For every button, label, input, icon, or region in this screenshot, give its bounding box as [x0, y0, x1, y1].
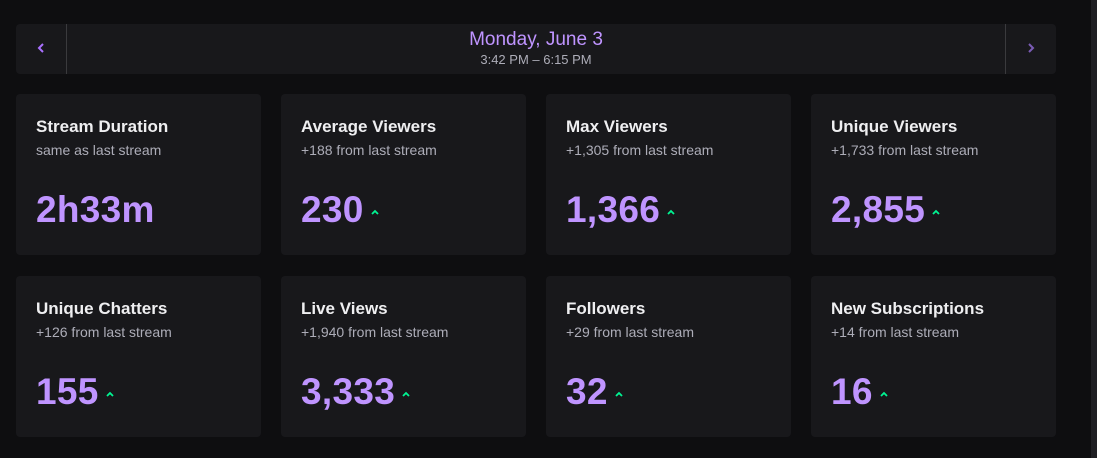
trend-up-icon	[879, 389, 889, 399]
stat-card-stream-duration: Stream Duration same as last stream 2h33…	[16, 94, 261, 255]
stat-title: Max Viewers	[566, 117, 668, 136]
stat-card-average-viewers: Average Viewers +188 from last stream 23…	[281, 94, 526, 255]
stream-time-range: 3:42 PM – 6:15 PM	[480, 51, 592, 67]
stream-date-title: Monday, June 3	[469, 28, 603, 50]
date-navigator: Monday, June 3 3:42 PM – 6:15 PM	[16, 24, 1056, 74]
stats-grid: Stream Duration same as last stream 2h33…	[16, 94, 1056, 437]
stat-comparison: +188 from last stream	[301, 142, 437, 158]
chevron-right-icon	[1027, 40, 1035, 58]
stat-value: 2,855	[831, 189, 926, 230]
stat-title: Average Viewers	[301, 117, 437, 136]
previous-stream-button[interactable]	[16, 24, 67, 74]
stat-title: Live Views	[301, 299, 388, 318]
stat-title: Stream Duration	[36, 117, 169, 136]
stat-card-live-views: Live Views +1,940 from last stream 3,333	[281, 276, 526, 437]
trend-up-icon	[666, 207, 676, 217]
stat-card-unique-chatters: Unique Chatters +126 from last stream 15…	[16, 276, 261, 437]
stat-value: 3,333	[301, 371, 396, 412]
trend-up-icon	[401, 389, 411, 399]
stat-title: Followers	[566, 299, 646, 318]
stat-comparison: same as last stream	[36, 142, 162, 158]
stat-comparison: +126 from last stream	[36, 324, 172, 340]
stat-card-max-viewers: Max Viewers +1,305 from last stream 1,36…	[546, 94, 791, 255]
stat-comparison: +1,733 from last stream	[831, 142, 979, 158]
trend-up-icon	[105, 389, 115, 399]
next-stream-button[interactable]	[1005, 24, 1056, 74]
stat-comparison: +1,305 from last stream	[566, 142, 714, 158]
stat-value: 32	[566, 371, 608, 412]
trend-up-icon	[931, 207, 941, 217]
stat-title: Unique Viewers	[831, 117, 958, 136]
stream-date: Monday, June 3 3:42 PM – 6:15 PM	[67, 24, 1005, 74]
stat-value: 155	[36, 371, 99, 412]
stat-value: 16	[831, 371, 873, 412]
scrollbar-track[interactable]	[1091, 0, 1097, 458]
stat-card-unique-viewers: Unique Viewers +1,733 from last stream 2…	[811, 94, 1056, 255]
stat-comparison: +14 from last stream	[831, 324, 959, 340]
stat-value: 2h33m	[36, 189, 155, 230]
stat-title: Unique Chatters	[36, 299, 168, 318]
trend-up-icon	[370, 207, 380, 217]
stat-comparison: +29 from last stream	[566, 324, 694, 340]
chevron-left-icon	[37, 40, 45, 58]
trend-up-icon	[614, 389, 624, 399]
stat-comparison: +1,940 from last stream	[301, 324, 449, 340]
stat-card-followers: Followers +29 from last stream 32	[546, 276, 791, 437]
stat-title: New Subscriptions	[831, 299, 985, 318]
stat-value: 230	[301, 189, 364, 230]
stat-card-new-subscriptions: New Subscriptions +14 from last stream 1…	[811, 276, 1056, 437]
stat-value: 1,366	[566, 189, 661, 230]
